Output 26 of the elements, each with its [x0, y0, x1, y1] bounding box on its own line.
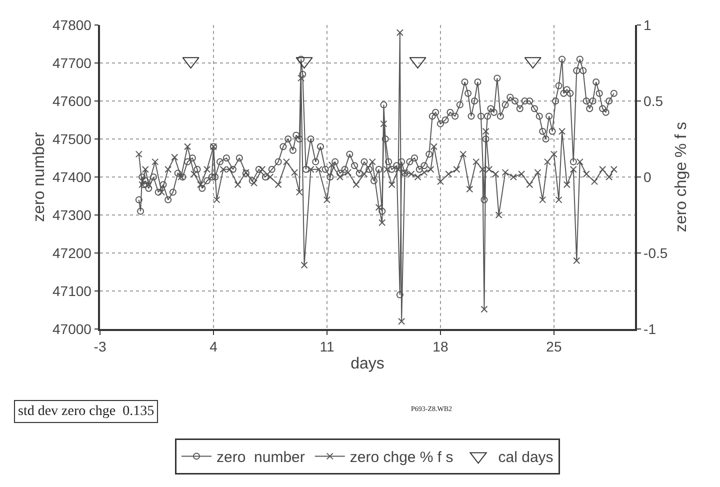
y-tick-label: 47700 [52, 54, 92, 71]
y-tick-label: 47100 [52, 282, 92, 299]
x-axis-title: days [350, 356, 384, 373]
y2-tick-label: -1 [644, 320, 656, 337]
x-tick-label: 11 [320, 338, 334, 355]
y-tick-label: 47400 [52, 168, 92, 185]
y2-tick-label: 1 [644, 16, 652, 33]
y-tick-label: 47500 [52, 130, 92, 147]
y-tick-label: 47800 [52, 16, 92, 33]
x-tick-label: 4 [210, 338, 218, 355]
y2-axis-title: zero chge % f s [673, 122, 690, 232]
y-tick-label: 47000 [52, 320, 92, 337]
x-tick-label: 18 [432, 338, 448, 355]
text: std dev zero chge 0.135 [18, 404, 154, 419]
y2-tick-label: 0.5 [644, 92, 664, 109]
y-tick-label: 47300 [52, 206, 92, 223]
y-tick-label: 47600 [52, 92, 92, 109]
y2-tick-label: 0 [644, 168, 652, 185]
legend-label: zero chge % f s [350, 449, 454, 466]
legend-label: zero number [216, 449, 305, 466]
y2-tick-label: -0.5 [644, 244, 668, 261]
y-tick-label: 47200 [52, 244, 92, 261]
x-tick-label: 25 [546, 338, 562, 355]
x-tick-label: -3 [94, 338, 106, 355]
legend-label: cal days [498, 449, 554, 466]
y-axis-title: zero number [30, 131, 48, 222]
